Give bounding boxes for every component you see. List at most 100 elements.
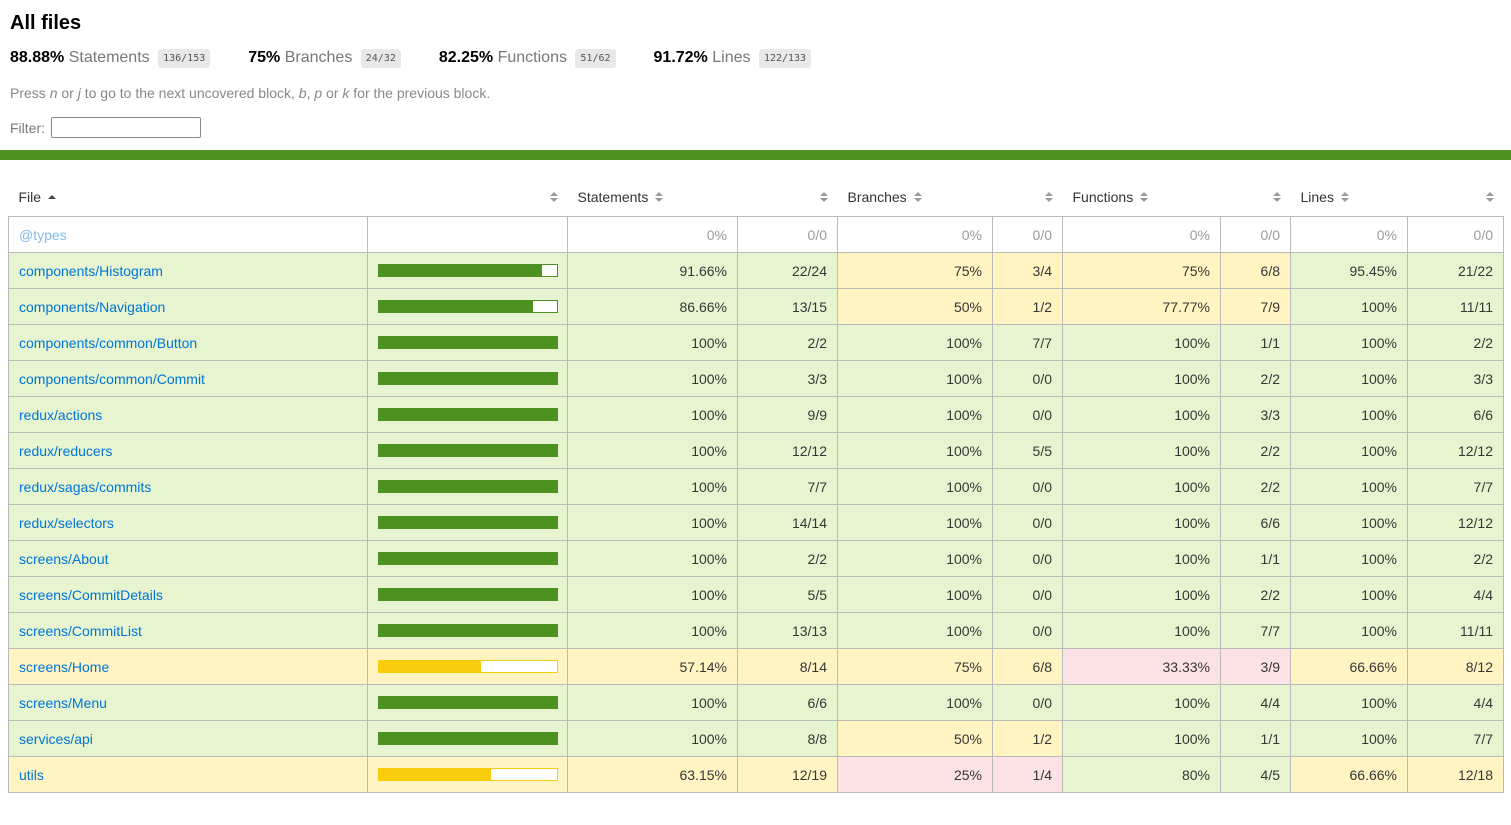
file-link[interactable]: screens/CommitDetails xyxy=(19,586,163,603)
sort-icon[interactable] xyxy=(819,192,828,202)
file-cell: components/Navigation xyxy=(8,288,368,325)
branches-fraction-cell: 0/0 xyxy=(992,612,1063,649)
file-cell: screens/About xyxy=(8,540,368,577)
coverage-bar-cell xyxy=(367,612,568,649)
table-row: redux/sagas/commits 100% 7/7 100% 0/0 100% 2/2… xyxy=(8,468,1504,505)
file-link[interactable]: screens/Menu xyxy=(19,694,107,711)
sort-icon[interactable] xyxy=(1140,192,1149,202)
coverage-bar-cell xyxy=(367,252,568,289)
coverage-bar-cell xyxy=(367,576,568,613)
lines-fraction-cell: 6/6 xyxy=(1407,396,1504,433)
sort-icon[interactable] xyxy=(1485,192,1494,202)
column-header-inner: Statements xyxy=(578,189,728,205)
file-link[interactable]: screens/About xyxy=(19,550,109,567)
branches-fraction-cell: 1/4 xyxy=(992,756,1063,793)
coverage-bar-fill xyxy=(379,517,557,528)
column-header-lines[interactable]: Lines xyxy=(1290,178,1408,217)
statements-pct-cell: 0% xyxy=(567,216,738,253)
lines-fraction-cell: 0/0 xyxy=(1407,216,1504,253)
file-link[interactable]: components/common/Button xyxy=(19,334,198,351)
column-header-functions[interactable]: Functions xyxy=(1062,178,1221,217)
column-header-branches-fraction[interactable] xyxy=(992,178,1063,217)
functions-fraction-cell: 7/9 xyxy=(1220,288,1291,325)
file-link[interactable]: redux/selectors xyxy=(19,514,114,531)
table-body: @types 0% 0/0 0% 0/0 0% 0/0 0% 0/0 components/His… xyxy=(8,216,1504,793)
file-link[interactable]: screens/CommitList xyxy=(19,622,142,639)
coverage-bar-fill xyxy=(379,553,557,564)
coverage-bar-fill xyxy=(379,265,543,276)
sort-icon[interactable] xyxy=(655,192,664,202)
file-link[interactable]: services/api xyxy=(19,730,93,747)
statements-fraction-cell: 8/14 xyxy=(737,648,838,685)
column-header-inner: File xyxy=(19,189,358,205)
shortcut-key: j xyxy=(77,85,81,101)
file-link[interactable]: @types xyxy=(19,226,67,243)
functions-pct-cell: 0% xyxy=(1062,216,1221,253)
file-link[interactable]: components/Histogram xyxy=(19,262,163,279)
file-cell: components/common/Button xyxy=(8,324,368,361)
branches-fraction-cell: 0/0 xyxy=(992,468,1063,505)
summary-metric-statements: 88.88% Statements 136/153 xyxy=(10,49,211,68)
sort-icon[interactable] xyxy=(48,195,57,199)
hint-text: or xyxy=(322,85,343,101)
statements-fraction-cell: 22/24 xyxy=(737,252,838,289)
filter-input[interactable] xyxy=(51,117,201,138)
table-row: redux/selectors 100% 14/14 100% 0/0 100% 6/6 10… xyxy=(8,504,1504,541)
file-link[interactable]: redux/actions xyxy=(19,406,103,423)
summary-metrics: 88.88% Statements 136/153 75% Branches 24… xyxy=(10,49,1501,68)
sort-icon[interactable] xyxy=(913,192,922,202)
table-row: screens/Home 57.14% 8/14 75% 6/8 33.33% 3/9 66.… xyxy=(8,648,1504,685)
lines-pct-cell: 100% xyxy=(1290,396,1408,433)
coverage-bar-fill xyxy=(379,625,557,636)
column-header-branches[interactable]: Branches xyxy=(837,178,993,217)
lines-fraction-cell: 2/2 xyxy=(1407,324,1504,361)
table-row: redux/reducers 100% 12/12 100% 5/5 100% 2/2 100… xyxy=(8,432,1504,469)
file-link[interactable]: redux/sagas/commits xyxy=(19,478,152,495)
shortcut-key: k xyxy=(342,85,350,101)
statements-pct-cell: 100% xyxy=(567,720,738,757)
keyboard-shortcut-hint: Press n or j to go to the next uncovered… xyxy=(10,85,1501,101)
statements-fraction-cell: 14/14 xyxy=(737,504,838,541)
table-row: @types 0% 0/0 0% 0/0 0% 0/0 0% 0/0 xyxy=(8,216,1504,253)
table-row: screens/CommitList 100% 13/13 100% 0/0 100% 7/… xyxy=(8,612,1504,649)
column-header-functions-fraction[interactable] xyxy=(1220,178,1291,217)
sort-icon[interactable] xyxy=(549,192,558,202)
table-row: components/common/Commit 100% 3/3 100% 0/0 10… xyxy=(8,360,1504,397)
branches-fraction-cell: 1/2 xyxy=(992,288,1063,325)
metric-percentage: 82.25% xyxy=(438,49,498,66)
coverage-bar xyxy=(378,624,558,637)
branches-pct-cell: 25% xyxy=(837,756,993,793)
sort-up-arrow-icon xyxy=(1272,192,1281,196)
branches-fraction-cell: 0/0 xyxy=(992,360,1063,397)
sort-down-arrow-icon xyxy=(913,198,922,202)
statements-fraction-cell: 3/3 xyxy=(737,360,838,397)
statements-pct-cell: 86.66% xyxy=(567,288,738,325)
file-link[interactable]: components/common/Commit xyxy=(19,370,205,387)
sort-down-arrow-icon xyxy=(549,198,558,202)
sort-icon[interactable] xyxy=(1340,192,1349,202)
coverage-bar-fill xyxy=(379,769,492,780)
sort-icon[interactable] xyxy=(1044,192,1053,202)
column-header-file[interactable]: File xyxy=(8,178,368,217)
file-link[interactable]: screens/Home xyxy=(19,658,110,675)
functions-fraction-cell: 1/1 xyxy=(1220,540,1291,577)
column-header-file-bar[interactable] xyxy=(367,178,568,217)
column-header-lines-fraction[interactable] xyxy=(1407,178,1504,217)
file-link[interactable]: utils xyxy=(19,766,44,783)
functions-fraction-cell: 0/0 xyxy=(1220,216,1291,253)
column-label: Functions xyxy=(1072,189,1134,205)
column-label: Lines xyxy=(1300,189,1334,205)
column-header-statements-fraction[interactable] xyxy=(737,178,838,217)
sort-icon[interactable] xyxy=(1272,192,1281,202)
coverage-bar-fill xyxy=(379,337,557,348)
statements-fraction-cell: 2/2 xyxy=(737,540,838,577)
file-link[interactable]: redux/reducers xyxy=(19,442,113,459)
coverage-bar-cell xyxy=(367,504,568,541)
branches-pct-cell: 100% xyxy=(837,540,993,577)
branches-pct-cell: 100% xyxy=(837,468,993,505)
file-cell: screens/Home xyxy=(8,648,368,685)
file-cell: redux/reducers xyxy=(8,432,368,469)
file-link[interactable]: components/Navigation xyxy=(19,298,166,315)
column-header-statements[interactable]: Statements xyxy=(567,178,738,217)
coverage-bar-empty xyxy=(480,661,557,672)
